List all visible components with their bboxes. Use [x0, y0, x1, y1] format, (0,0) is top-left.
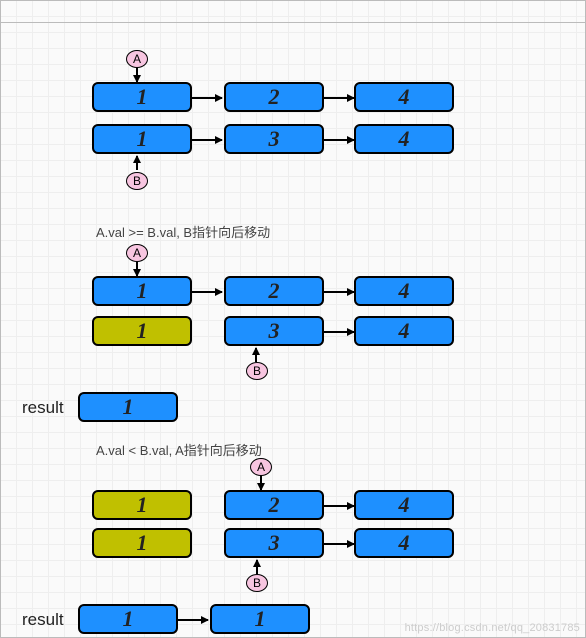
pointer-badge: A [126, 50, 148, 68]
list-node: 2 [224, 490, 324, 520]
list-node: 3 [224, 316, 324, 346]
list-node: 2 [224, 82, 324, 112]
arrow-down [260, 476, 262, 490]
arrow-right [192, 291, 222, 293]
list-node: 1 [92, 276, 192, 306]
list-node: 1 [92, 82, 192, 112]
step-caption: A.val < B.val, A指针向后移动 [96, 440, 262, 459]
list-node: 2 [224, 276, 324, 306]
list-node: 1 [210, 604, 310, 634]
arrow-right [192, 97, 222, 99]
pointer-badge: A [126, 244, 148, 262]
arrow-right [324, 291, 354, 293]
arrow-right [178, 619, 208, 621]
pointer-badge: B [246, 574, 268, 592]
list-node: 3 [224, 124, 324, 154]
list-node: 1 [78, 604, 178, 634]
list-node: 3 [224, 528, 324, 558]
arrow-down [136, 68, 138, 82]
arrow-right [192, 139, 222, 141]
list-node: 4 [354, 124, 454, 154]
pointer-badge: B [246, 362, 268, 380]
watermark-text: https://blog.csdn.net/qq_20831785 [405, 622, 580, 634]
pointer-badge: B [126, 172, 148, 190]
list-node: 4 [354, 316, 454, 346]
divider-line [0, 22, 586, 23]
arrow-right [324, 139, 354, 141]
arrow-down [136, 262, 138, 276]
arrow-right [324, 505, 354, 507]
list-node: 4 [354, 528, 454, 558]
step-caption: A.val >= B.val, B指针向后移动 [96, 222, 270, 241]
list-node: 1 [92, 528, 192, 558]
arrow-right [324, 331, 354, 333]
list-node: 1 [92, 316, 192, 346]
result-label: result [22, 610, 64, 630]
list-node: 1 [92, 490, 192, 520]
list-node: 4 [354, 276, 454, 306]
arrow-right [324, 543, 354, 545]
list-node: 1 [92, 124, 192, 154]
arrow-up [136, 156, 138, 170]
pointer-badge: A [250, 458, 272, 476]
result-label: result [22, 398, 64, 418]
list-node: 4 [354, 82, 454, 112]
list-node: 1 [78, 392, 178, 422]
arrow-up [255, 348, 257, 362]
arrow-up [256, 560, 258, 574]
arrow-right [324, 97, 354, 99]
list-node: 4 [354, 490, 454, 520]
